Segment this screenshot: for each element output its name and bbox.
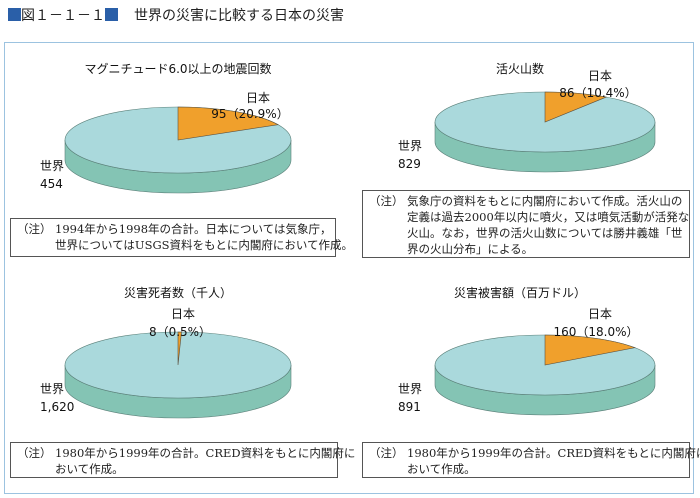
world-value: 1,620 <box>40 400 74 414</box>
japan-label: 日本 <box>246 91 270 105</box>
pie-slice-japan <box>544 334 636 366</box>
note-line: おいて作成。 <box>407 462 476 476</box>
pie-slice-japan <box>544 91 608 123</box>
note-line: 火山。なお，世界の活火山数については勝井義雄「世 <box>407 226 683 240</box>
world-label: 世界 <box>398 382 422 396</box>
world-value: 891 <box>398 400 421 414</box>
note-line: 世界についてはUSGS資料をもとに内閣府において作成。 <box>55 238 353 252</box>
japan-value: 95（20.9%） <box>211 107 288 121</box>
chart-title: 災害死者数（千人） <box>124 285 232 300</box>
note-line: 気象庁の資料をもとに内閣府において作成。活火山の <box>407 194 683 208</box>
note-prefix: （注） <box>17 222 52 236</box>
header-square-icon <box>8 8 21 21</box>
note-prefix: （注） <box>369 194 404 208</box>
pie-slice-japan <box>177 331 182 366</box>
header-square-icon <box>105 8 118 21</box>
figure-title: 世界の災害に比較する日本の災害 <box>134 8 344 24</box>
note-line: おいて作成。 <box>55 462 124 476</box>
chart-note: （注） 1994年から1998年の合計。日本については気象庁， 世界についてはUSG… <box>10 218 353 257</box>
chart-note: （注） 気象庁の資料をもとに内閣府において作成。活火山の 定義は過去2000年以内に… <box>362 190 690 258</box>
note-line: 1980年から1999年の合計。CRED資料をもとに内閣府に <box>407 446 700 460</box>
figure-header: 図１－１－１ 世界の災害に比較する日本の災害 <box>8 5 344 25</box>
world-label: 世界 <box>398 139 422 153</box>
japan-value: 86（10.4%） <box>559 86 636 100</box>
japan-label: 日本 <box>171 307 195 321</box>
japan-label: 日本 <box>588 69 612 83</box>
note-line: 1980年から1999年の合計。CRED資料をもとに内閣府に <box>55 446 356 460</box>
chart-title: 活火山数 <box>496 61 544 76</box>
chart-title: 災害被害額（百万ドル） <box>454 285 586 300</box>
note-line: 1994年から1998年の合計。日本については気象庁， <box>55 222 332 236</box>
chart-frame <box>4 42 694 494</box>
chart-note: （注） 1980年から1999年の合計。CRED資料をもとに内閣府に おいて作成。 <box>362 442 700 478</box>
pie-slice-japan <box>177 106 279 141</box>
world-label: 世界 <box>40 159 64 173</box>
japan-label: 日本 <box>588 307 612 321</box>
world-value: 454 <box>40 177 63 191</box>
chart-title: マグニチュード6.0以上の地震回数 <box>84 61 271 76</box>
figure-number: 図１－１－１ <box>21 8 105 24</box>
note-prefix: （注） <box>369 446 404 460</box>
japan-value: 160（18.0%） <box>553 325 638 339</box>
chart-note: （注） 1980年から1999年の合計。CRED資料をもとに内閣府に おいて作成。 <box>10 442 356 478</box>
japan-value: 8（0.5%） <box>149 325 211 339</box>
note-prefix: （注） <box>17 446 52 460</box>
note-line: 界の火山分布」による。 <box>407 242 534 256</box>
world-label: 世界 <box>40 382 64 396</box>
note-line: 定義は過去2000年以内に噴火，又は噴気活動が活発な <box>407 210 690 224</box>
world-value: 829 <box>398 157 421 171</box>
